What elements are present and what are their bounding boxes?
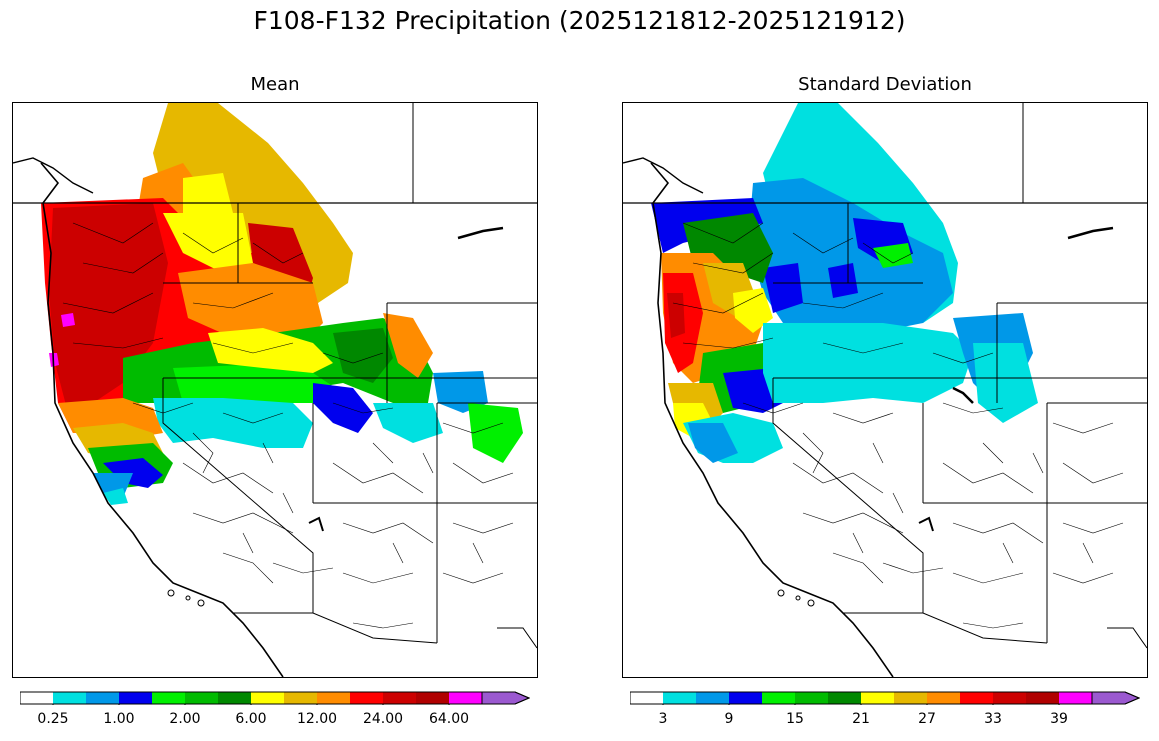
colorbar-segment [20, 692, 53, 704]
colorbar-segment [861, 692, 894, 704]
stddev-map-panel [622, 102, 1148, 678]
colorbar-segment [284, 692, 317, 704]
stddev-colorbar-bar [629, 691, 1141, 705]
region-green-east [468, 403, 523, 463]
colorbar-segment [927, 692, 960, 704]
region-yellow-belt [208, 328, 333, 373]
colorbar-segment [152, 692, 185, 704]
colorbar-segment [1026, 692, 1059, 704]
colorbar-segment [993, 692, 1026, 704]
colorbar-extend-segment [1091, 691, 1141, 705]
mean-map-panel [12, 102, 538, 678]
region-magenta-1 [61, 313, 75, 327]
colorbar-segment [762, 692, 795, 704]
colorbar-segment [317, 692, 350, 704]
sd-region-cyan-mid [763, 323, 973, 403]
colorbar-segment [416, 692, 449, 704]
colorbar-segment [828, 692, 861, 704]
colorbar-segment [383, 692, 416, 704]
colorbar-outline [19, 691, 531, 705]
stddev-watershed-lines [672, 222, 1124, 629]
sd-region-yellow-mid [733, 288, 773, 333]
sd-region-green-n [873, 243, 913, 268]
colorbar-tick-label: 0.25 [37, 711, 69, 727]
colorbar-segment [251, 692, 284, 704]
colorbar-segment [350, 692, 383, 704]
colorbar-segment [795, 692, 828, 704]
colorbar-segment [663, 692, 696, 704]
colorbar-segment [1059, 692, 1092, 704]
mean-watershed-lines [62, 222, 514, 629]
colorbar-segment [53, 692, 86, 704]
colorbar-segment [185, 692, 218, 704]
colorbar-tick-label: 27 [918, 711, 936, 727]
stddev-panel-title: Standard Deviation [798, 74, 972, 95]
sd-region-lightblue-south [688, 423, 738, 463]
region-darkgreen-east [333, 328, 393, 383]
colorbar-segment [960, 692, 993, 704]
colorbar-tick-label: 3 [658, 711, 668, 727]
mean-colorbar [19, 690, 531, 705]
colorbar-outline [629, 691, 1141, 705]
sd-region-cyan-east [973, 343, 1038, 423]
colorbar-tick-label: 2.00 [169, 711, 201, 727]
colorbar-tick-label: 6.00 [235, 711, 267, 727]
mean-precip-regions [41, 103, 523, 505]
stddev-map [623, 103, 1147, 677]
mean-panel-title: Mean [250, 74, 300, 95]
stddev-regions [651, 103, 1038, 463]
colorbar-segment [119, 692, 152, 704]
region-brightgreen-belt [173, 365, 343, 403]
colorbar-tick-label: 33 [984, 711, 1002, 727]
region-yellow-mid [163, 213, 253, 273]
sd-region-blue-2 [763, 263, 803, 313]
sd-region-blue-3 [828, 263, 858, 298]
region-cyan-east [373, 403, 443, 443]
colorbar-segment [894, 692, 927, 704]
colorbar-tick-label: 1.00 [103, 711, 135, 727]
colorbar-tick-label: 21 [852, 711, 870, 727]
stddev-boundaries [623, 103, 1147, 677]
stddev-colorbar [629, 690, 1141, 705]
colorbar-tick-label: 9 [724, 711, 734, 727]
mean-map [13, 103, 537, 677]
colorbar-segment [630, 692, 663, 704]
colorbar-extend-segment [481, 691, 531, 705]
colorbar-tick-label: 12.00 [296, 711, 338, 727]
figure-title: F108-F132 Precipitation (2025121812-2025… [253, 6, 906, 35]
colorbar-tick-label: 39 [1050, 711, 1068, 727]
region-cyan-norcal [103, 488, 128, 505]
region-orange-east [383, 313, 433, 378]
colorbar-tick-label: 64.00 [428, 711, 470, 727]
mean-boundaries [13, 103, 537, 677]
region-blue-south [313, 383, 373, 433]
colorbar-segment [449, 692, 482, 704]
colorbar-tick-label: 24.00 [362, 711, 404, 727]
region-cyan-south [153, 398, 313, 448]
mean-colorbar-bar [19, 691, 531, 705]
colorbar-segment [729, 692, 762, 704]
colorbar-tick-label: 15 [786, 711, 804, 727]
colorbar-segment [696, 692, 729, 704]
colorbar-segment [218, 692, 251, 704]
colorbar-segment [86, 692, 119, 704]
